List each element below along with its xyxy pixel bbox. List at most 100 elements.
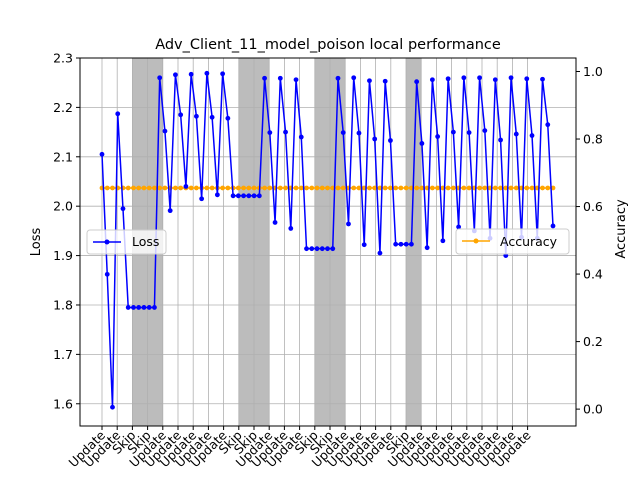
loss-point — [146, 305, 152, 310]
loss-point — [288, 226, 294, 231]
accuracy-point — [340, 185, 346, 191]
left-tick-label: 2.2 — [53, 100, 73, 115]
accuracy-point — [162, 185, 168, 191]
accuracy-point — [152, 185, 157, 191]
accuracy-point — [445, 185, 451, 191]
loss-point — [99, 151, 105, 157]
accuracy-point — [193, 185, 199, 191]
accuracy-point — [498, 185, 503, 191]
chart-title: Adv_Client_11_model_poison local perform… — [155, 37, 501, 53]
right-tick-label: 0.8 — [583, 132, 603, 147]
loss-point — [524, 76, 530, 82]
loss-point — [241, 193, 246, 199]
loss-point — [120, 206, 126, 212]
loss-legend: Loss — [86, 229, 167, 255]
accuracy-point — [388, 185, 393, 191]
left-tick-label: 2.3 — [53, 51, 73, 66]
accuracy-point — [382, 185, 388, 191]
left-tick-label: 1.8 — [53, 297, 73, 312]
loss-point — [272, 220, 278, 225]
left-tick-label: 1.6 — [53, 396, 73, 411]
loss-point — [246, 193, 252, 199]
accuracy-point — [325, 185, 330, 191]
loss-point — [167, 208, 173, 214]
loss-point — [209, 114, 215, 120]
accuracy-point — [477, 185, 482, 191]
loss-point — [173, 72, 178, 78]
accuracy-point — [314, 185, 320, 191]
accuracy-point — [173, 185, 178, 191]
accuracy-point — [209, 185, 215, 191]
accuracy-point — [262, 185, 267, 191]
accuracy-point — [403, 185, 409, 191]
x-axis: UpdateUpdateSkipSkipUpdateUpdateUpdateUp… — [65, 426, 534, 470]
accuracy-point — [356, 185, 362, 191]
loss-point — [372, 136, 378, 142]
loss-legend-label: Loss — [132, 234, 159, 249]
accuracy-point — [466, 185, 472, 191]
loss-point — [424, 245, 430, 251]
loss-point — [466, 130, 472, 135]
accuracy-point — [435, 185, 441, 191]
right-tick-label: 0.0 — [583, 402, 603, 417]
loss-point — [262, 75, 267, 81]
loss-legend-marker — [104, 239, 110, 245]
loss-point — [492, 77, 498, 83]
loss-point — [403, 241, 409, 247]
loss-point — [115, 111, 121, 117]
loss-point — [220, 71, 226, 77]
accuracy-point — [125, 185, 131, 191]
loss-point — [104, 271, 110, 277]
accuracy-point — [429, 185, 435, 191]
right-axis-label: Accuracy — [614, 199, 629, 259]
accuracy-point — [335, 185, 341, 191]
loss-point — [214, 192, 220, 198]
accuracy-point — [110, 185, 115, 191]
loss-point — [513, 131, 519, 137]
plot-frame — [79, 57, 577, 427]
loss-point — [361, 242, 367, 248]
left-axis-label: Loss — [29, 228, 44, 257]
loss-point — [319, 246, 325, 252]
left-tick-label: 1.9 — [53, 248, 73, 263]
loss-point — [545, 122, 551, 128]
accuracy-point — [414, 185, 420, 191]
loss-point — [450, 129, 456, 135]
accuracy-point — [267, 185, 273, 191]
loss-point — [283, 129, 288, 135]
accuracy-point — [251, 185, 257, 191]
accuracy-point — [524, 185, 530, 191]
accuracy-point — [225, 185, 231, 191]
loss-point — [508, 75, 514, 81]
loss-point — [267, 130, 273, 135]
accuracy-legend-label: Accuracy — [500, 234, 558, 249]
loss-point — [461, 75, 467, 81]
loss-point — [377, 250, 383, 256]
accuracy-point — [372, 185, 378, 191]
loss-point — [251, 193, 257, 199]
accuracy-point — [529, 185, 535, 191]
loss-point — [529, 133, 535, 138]
loss-point — [131, 305, 136, 310]
loss-point — [367, 78, 372, 84]
loss-legend-box — [86, 229, 167, 255]
loss-series — [99, 70, 556, 410]
loss-point — [204, 70, 210, 76]
loss-point — [398, 241, 404, 247]
loss-point — [256, 193, 262, 199]
loss-point — [277, 75, 283, 81]
loss-point — [382, 78, 388, 84]
right-tick-label: 0.6 — [583, 199, 603, 214]
accuracy-point — [540, 185, 545, 191]
right-tick-label: 1.0 — [583, 64, 603, 79]
loss-point — [414, 79, 420, 85]
accuracy-point — [178, 185, 184, 191]
loss-point — [178, 112, 184, 118]
accuracy-point — [482, 185, 488, 191]
loss-point — [188, 71, 194, 77]
accuracy-point — [157, 185, 163, 191]
loss-point — [235, 193, 241, 199]
loss-point — [477, 75, 482, 81]
accuracy-point — [492, 185, 498, 191]
